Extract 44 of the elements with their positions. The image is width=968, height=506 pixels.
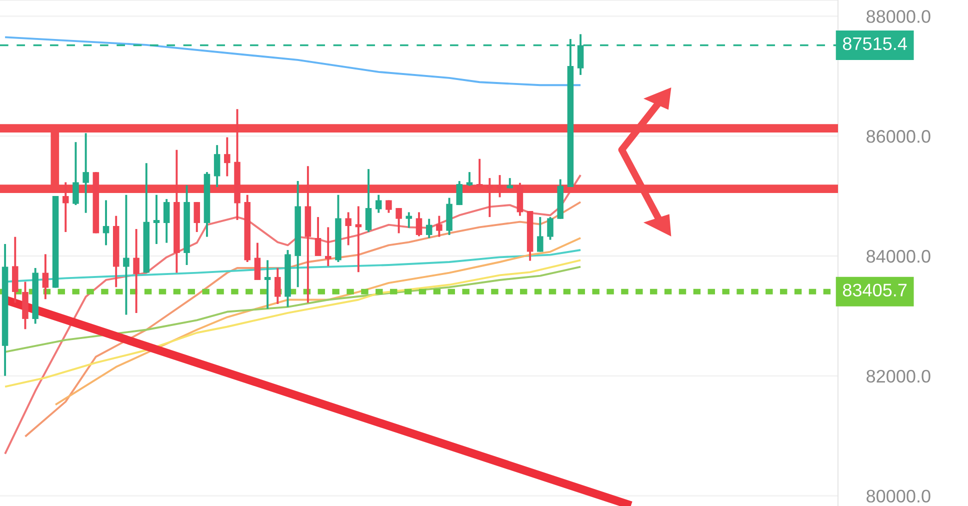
y-tick-label: 86000.0 <box>866 130 930 143</box>
candlestick <box>123 194 130 316</box>
candlestick <box>456 180 463 206</box>
line-series <box>4 36 582 86</box>
candlestick <box>466 171 473 187</box>
line-series <box>54 237 582 406</box>
candlestick <box>537 216 544 253</box>
ref-line-label: 83405.7 <box>842 284 907 296</box>
candlestick <box>42 253 49 300</box>
y-tick-label: 84000.0 <box>866 250 930 263</box>
y-tick-label: 80000.0 <box>866 490 930 503</box>
candlestick <box>102 199 110 246</box>
candlestick <box>396 207 402 234</box>
candlestick <box>133 228 140 314</box>
line-series <box>24 201 582 438</box>
candlestick <box>547 216 554 241</box>
line-series <box>4 259 582 388</box>
candlestick <box>355 205 362 274</box>
candlestick <box>82 132 89 214</box>
candlestick <box>345 211 352 246</box>
candlestick <box>163 198 170 244</box>
candlestick <box>254 242 261 281</box>
candlestick <box>274 267 281 305</box>
line-series <box>4 174 582 455</box>
candlestick <box>426 218 432 239</box>
candlestick <box>406 211 412 229</box>
candlestick <box>264 259 271 310</box>
candlestick <box>365 168 372 233</box>
candlestick <box>375 194 382 214</box>
candlestick <box>386 199 392 214</box>
candlestick <box>72 141 79 206</box>
candlestick <box>436 214 442 238</box>
candlestick <box>194 201 200 233</box>
candlestick <box>214 144 220 188</box>
y-tick-label: 82000.0 <box>866 370 930 383</box>
candlestick <box>506 177 513 190</box>
candlestick <box>314 216 322 257</box>
candlestick <box>153 194 160 245</box>
line-series <box>4 266 582 353</box>
candlestick <box>416 211 422 238</box>
ref-line-label: 87515.4 <box>842 37 907 50</box>
y-tick-label: 88000.0 <box>866 10 930 23</box>
candlestick <box>224 136 230 178</box>
candlestick <box>325 226 332 268</box>
